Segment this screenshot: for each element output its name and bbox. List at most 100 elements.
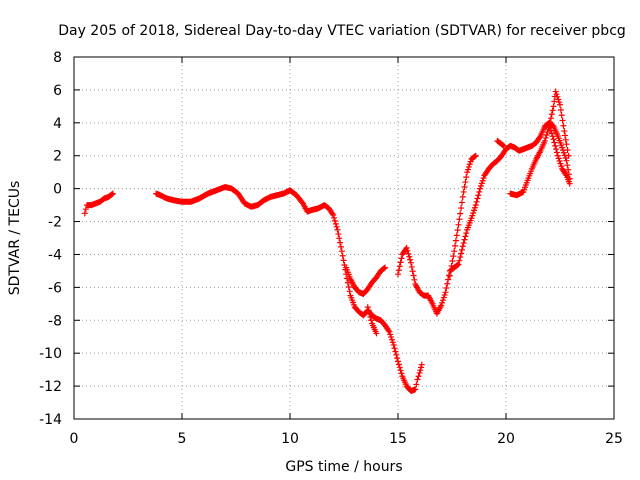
data-point	[440, 294, 447, 301]
data-point	[366, 310, 373, 317]
data-point	[557, 160, 564, 167]
data-point	[477, 183, 484, 190]
y-tick-label: -8	[48, 313, 62, 329]
data-point	[418, 364, 425, 371]
data-point	[442, 289, 449, 296]
data-point	[461, 183, 468, 190]
data-point	[465, 163, 472, 170]
data-point	[368, 317, 375, 324]
data-point	[452, 242, 459, 249]
x-tick-label: 20	[497, 431, 515, 447]
data-point	[406, 253, 413, 260]
y-tick-label: -6	[48, 280, 62, 296]
data-point	[387, 331, 394, 338]
data-point	[547, 124, 554, 131]
data-point	[438, 302, 445, 309]
data-point	[457, 254, 464, 261]
data-point	[339, 252, 346, 259]
data-point	[468, 215, 475, 222]
data-point	[439, 297, 446, 304]
data-point	[565, 166, 572, 173]
data-point	[346, 288, 353, 295]
grid	[74, 57, 614, 419]
data-point	[413, 381, 420, 388]
data-point	[450, 253, 457, 260]
data-point	[412, 386, 419, 393]
data-point	[414, 376, 421, 383]
data-point	[329, 210, 336, 217]
data-point	[566, 180, 573, 187]
data-point	[332, 220, 339, 227]
x-axis: 0 5 10 15 20 25	[70, 57, 623, 447]
data-point	[397, 259, 404, 266]
data-point	[479, 177, 486, 184]
data-point	[333, 223, 340, 230]
y-tick-label: 8	[53, 50, 62, 66]
data-point	[390, 341, 397, 348]
data-point	[398, 255, 405, 262]
data-point	[546, 121, 553, 128]
data-point	[473, 198, 480, 205]
data-point	[458, 205, 465, 212]
data-point	[562, 155, 569, 162]
x-axis-label: GPS time / hours	[285, 459, 402, 475]
data-point	[452, 237, 459, 244]
data-point	[472, 202, 479, 209]
data-point	[395, 361, 402, 368]
data-point	[470, 209, 477, 216]
data-point	[478, 180, 485, 187]
data-point	[552, 88, 559, 95]
data-point	[463, 230, 470, 237]
data-point	[463, 174, 470, 181]
y-axis: -14 -12 -10 -8 -6 -4 -2 0 2 4 6 8	[39, 50, 614, 428]
data-point	[82, 206, 89, 213]
data-point	[407, 259, 414, 266]
data-point	[456, 216, 463, 223]
data-point	[471, 207, 478, 214]
data-point	[459, 243, 466, 250]
data-point	[407, 256, 414, 263]
data-point	[460, 188, 467, 195]
data-point	[409, 268, 416, 275]
data-point	[551, 139, 558, 146]
data-point	[331, 217, 338, 224]
data-point	[364, 304, 371, 311]
data-point	[417, 367, 424, 374]
y-tick-label: -10	[39, 346, 62, 362]
data-point	[565, 152, 572, 159]
data-point	[551, 98, 558, 105]
data-point	[418, 361, 425, 368]
data-point	[404, 247, 411, 254]
data-point	[562, 136, 569, 143]
data-point	[403, 244, 410, 251]
data-point	[554, 152, 561, 159]
data-point	[386, 328, 393, 335]
data-point	[536, 134, 543, 141]
data-point	[466, 161, 473, 168]
data-point	[392, 348, 399, 355]
data-point	[476, 188, 483, 195]
data-point	[393, 351, 400, 358]
data-point	[564, 146, 571, 153]
data-point	[548, 130, 555, 137]
data-point	[480, 175, 487, 182]
data-point	[336, 235, 343, 242]
data-point	[416, 369, 423, 376]
data-point	[542, 134, 549, 141]
data-point	[446, 272, 453, 279]
data-point	[439, 299, 446, 306]
data-point	[443, 285, 450, 292]
data-point	[81, 210, 88, 217]
data-point	[499, 142, 506, 149]
data-point	[460, 239, 467, 246]
data-point	[462, 179, 469, 186]
data-point	[550, 103, 557, 110]
data-point	[564, 162, 571, 169]
data-point	[557, 106, 564, 113]
data-point	[474, 195, 481, 202]
data-point	[394, 355, 401, 362]
data-point	[447, 267, 454, 274]
data-point	[444, 280, 451, 287]
data-point	[451, 248, 458, 255]
